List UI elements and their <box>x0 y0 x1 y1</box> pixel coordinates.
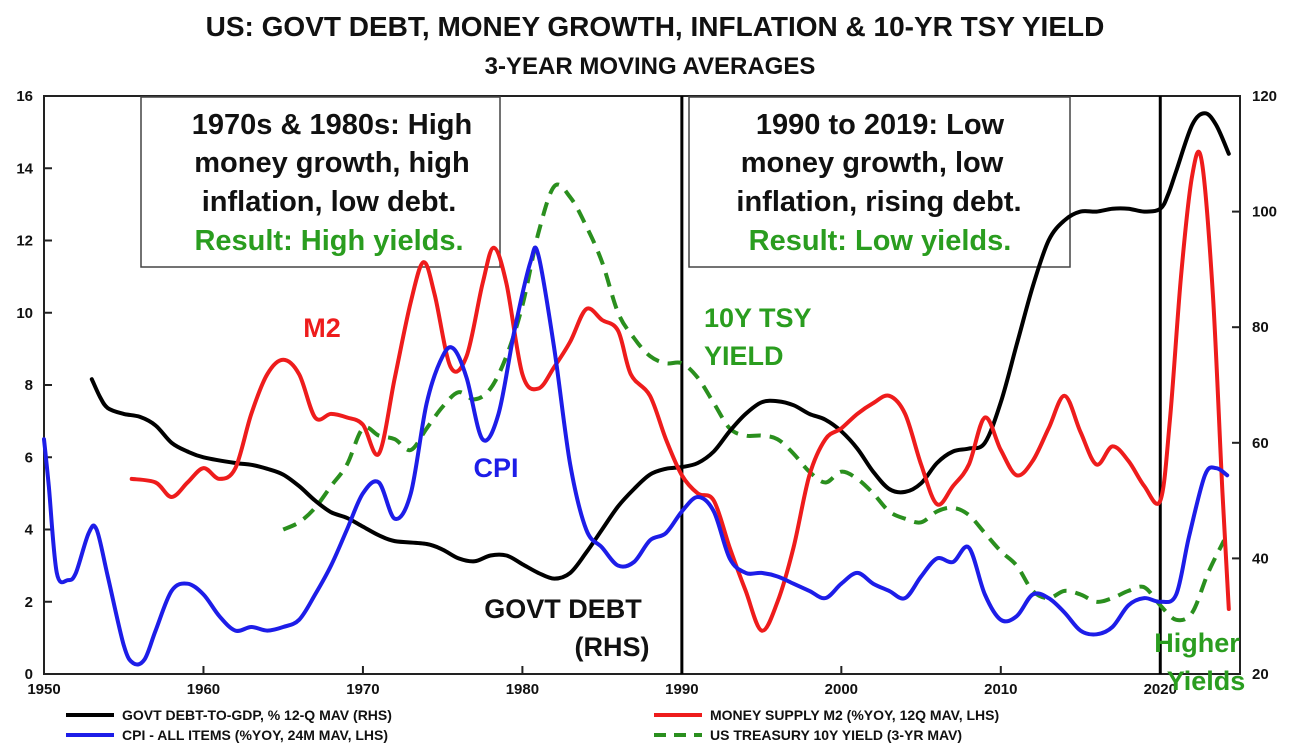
vertical-markers <box>680 96 1162 674</box>
debt-label-line-1: GOVT DEBT <box>484 594 642 624</box>
x-tick-label: 1970 <box>346 681 379 698</box>
box2-result: Result: Low yields. <box>749 225 1012 257</box>
left-tick-label: 2 <box>25 594 33 611</box>
series-line-1 <box>129 149 1231 633</box>
tsy-label-line-2: YIELD <box>704 341 784 371</box>
right-tick-label: 80 <box>1252 319 1269 336</box>
x-tick-label: 1990 <box>665 681 698 698</box>
cpi-label: CPI <box>473 453 518 483</box>
annotation-box-1990s <box>688 96 1071 268</box>
box2-line-2: money growth, low <box>741 147 1004 179</box>
left-tick-label: 6 <box>25 449 33 466</box>
legend: GOVT DEBT-TO-GDP, % 12-Q MAV (RHS) MONEY … <box>66 707 999 743</box>
m2-label: M2 <box>303 313 341 343</box>
left-tick-label: 0 <box>25 666 33 683</box>
series-layer <box>42 111 1231 667</box>
left-tick-label: 4 <box>25 522 34 539</box>
right-tick-label: 40 <box>1252 550 1269 567</box>
left-axis: 0 2 4 6 8 10 12 14 16 <box>16 88 52 683</box>
higher-label-line-1: Higher <box>1154 628 1240 658</box>
x-tick-label: 2000 <box>825 681 858 698</box>
x-tick-label: 2010 <box>984 681 1017 698</box>
legend-label: CPI - ALL ITEMS (%YOY, 24M MAV, LHS) <box>122 727 388 743</box>
right-axis: 20 40 60 80 100 120 <box>1232 88 1277 683</box>
left-tick-label: 16 <box>16 88 33 105</box>
left-tick-label: 12 <box>16 233 33 250</box>
box1-line-1: 1970s & 1980s: High <box>192 109 472 141</box>
legend-label: MONEY SUPPLY M2 (%YOY, 12Q MAV, LHS) <box>710 707 999 723</box>
legend-label: US TREASURY 10Y YIELD (3-YR MAV) <box>710 727 962 743</box>
right-tick-label: 60 <box>1252 435 1269 452</box>
box1-line-3: inflation, low debt. <box>202 186 457 218</box>
annotation-box-1970s <box>140 96 501 268</box>
x-tick-label: 1950 <box>27 681 60 698</box>
higher-label-line-2: Yields <box>1167 666 1246 696</box>
right-tick-label: 20 <box>1252 666 1269 683</box>
box1-result: Result: High yields. <box>194 225 463 257</box>
left-tick-label: 14 <box>16 160 33 177</box>
x-tick-label: 1980 <box>506 681 539 698</box>
series-line-0 <box>89 111 1231 581</box>
box2-line-1: 1990 to 2019: Low <box>756 109 1005 141</box>
x-tick-label: 1960 <box>187 681 220 698</box>
x-axis: 1950 1960 1970 1980 1990 2000 2010 2020 <box>27 666 1177 698</box>
left-tick-label: 10 <box>16 305 33 322</box>
series-line-3 <box>282 182 1226 623</box>
debt-label-line-2: (RHS) <box>575 632 650 662</box>
legend-label: GOVT DEBT-TO-GDP, % 12-Q MAV (RHS) <box>122 707 392 723</box>
chart-title: US: GOVT DEBT, MONEY GROWTH, INFLATION &… <box>206 11 1105 42</box>
box1-line-2: money growth, high <box>194 147 470 179</box>
box2-line-3: inflation, rising debt. <box>736 186 1021 218</box>
x-tick-label: 2020 <box>1144 681 1177 698</box>
left-tick-label: 8 <box>25 377 33 394</box>
right-tick-label: 120 <box>1252 88 1277 105</box>
right-tick-label: 100 <box>1252 204 1277 221</box>
series-line-2 <box>42 245 1230 667</box>
chart-subtitle: 3-YEAR MOVING AVERAGES <box>485 53 816 80</box>
tsy-label-line-1: 10Y TSY <box>704 303 812 333</box>
